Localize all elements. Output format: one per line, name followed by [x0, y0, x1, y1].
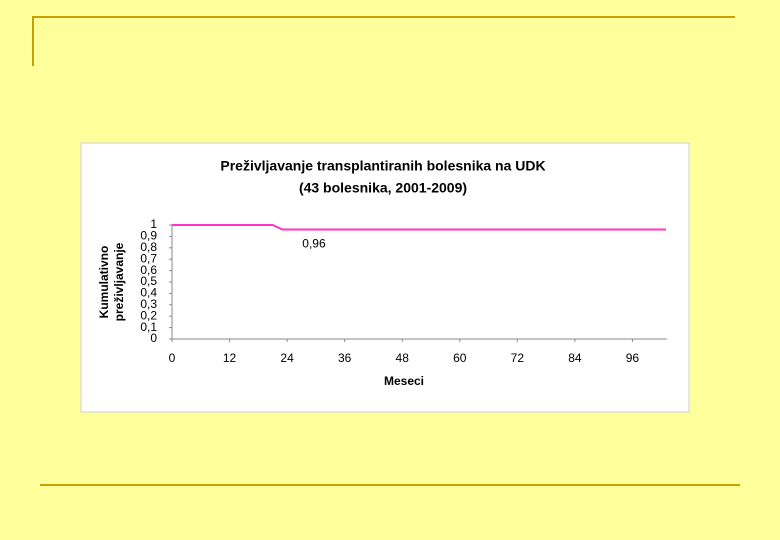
chart-area [80, 142, 690, 413]
y-tick-label: 0,4 [140, 286, 157, 300]
y-tick-label: 0,6 [140, 263, 157, 277]
x-tick-label: 72 [511, 351, 525, 365]
x-tick-label: 96 [626, 351, 640, 365]
y-tick-label: 0 [150, 331, 157, 345]
x-tick-label: 0 [169, 351, 176, 365]
line-series [172, 224, 666, 231]
x-tick-label: 12 [223, 351, 237, 365]
y-axis-label: Kumulativno [97, 246, 111, 319]
x-tick-label: 24 [280, 351, 294, 365]
data-label: 0,96 [302, 237, 326, 251]
y-tick-label: 1 [150, 217, 157, 231]
y-tick-label: 0,7 [140, 251, 157, 265]
x-tick-label: 60 [453, 351, 467, 365]
y-tick-label: 0,5 [140, 274, 157, 288]
x-tick-label: 84 [568, 351, 582, 365]
y-axis-label: preživljavanje [112, 242, 126, 321]
x-tick-label: 48 [396, 351, 410, 365]
y-tick-label: 0,3 [140, 297, 157, 311]
x-tick-label: 36 [338, 351, 352, 365]
y-tick-label: 0,9 [140, 229, 157, 243]
chart-title: (43 bolesnika, 2001-2009) [299, 180, 467, 196]
y-tick-label: 0,8 [140, 240, 157, 254]
chart-title: Preživljavanje transplantiranih bolesnik… [220, 158, 545, 174]
y-tick-label: 0,1 [140, 320, 157, 334]
x-axis-label: Meseci [384, 374, 424, 388]
y-tick-label: 0,2 [140, 308, 157, 322]
